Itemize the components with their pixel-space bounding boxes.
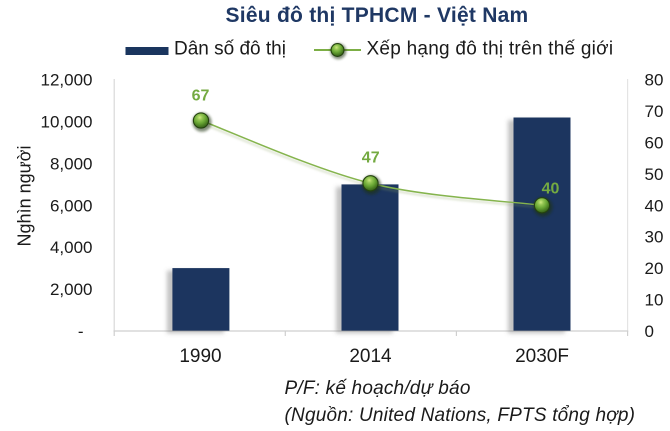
svg-text:10,000: 10,000 xyxy=(41,113,93,132)
svg-text:67: 67 xyxy=(192,87,210,104)
svg-text:Nghìn người: Nghìn người xyxy=(15,146,35,247)
svg-text:Siêu đô thị TPHCM - Việt Nam: Siêu đô thị TPHCM - Việt Nam xyxy=(226,4,529,27)
svg-text:60: 60 xyxy=(645,134,664,153)
svg-text:1990: 1990 xyxy=(179,346,221,367)
svg-text:70: 70 xyxy=(645,102,664,121)
svg-text:47: 47 xyxy=(362,150,380,167)
svg-text:8,000: 8,000 xyxy=(50,154,93,173)
svg-text:40: 40 xyxy=(645,196,664,215)
svg-text:(Nguồn: United Nations, FPTS t: (Nguồn: United Nations, FPTS tổng hợp) xyxy=(285,405,636,426)
svg-text:2,000: 2,000 xyxy=(50,280,93,299)
svg-text:6,000: 6,000 xyxy=(50,196,93,215)
svg-text:40: 40 xyxy=(542,181,560,198)
svg-text:12,000: 12,000 xyxy=(41,71,93,90)
svg-text:4,000: 4,000 xyxy=(50,238,93,257)
svg-text:50: 50 xyxy=(645,165,664,184)
svg-text:Dân số đô thị: Dân số đô thị xyxy=(174,38,286,59)
svg-text:2014: 2014 xyxy=(349,346,392,367)
svg-text:P/F: kế hoạch/dự báo: P/F: kế hoạch/dự báo xyxy=(285,378,471,399)
svg-text:20: 20 xyxy=(645,259,664,278)
svg-text:10: 10 xyxy=(645,291,664,310)
svg-text:-: - xyxy=(78,322,84,341)
svg-text:30: 30 xyxy=(645,228,664,247)
svg-text:2030F: 2030F xyxy=(515,346,569,367)
svg-text:0: 0 xyxy=(645,322,654,341)
svg-text:80: 80 xyxy=(645,71,664,90)
svg-text:Xếp hạng đô thị trên thế giới: Xếp hạng đô thị trên thế giới xyxy=(367,38,614,59)
